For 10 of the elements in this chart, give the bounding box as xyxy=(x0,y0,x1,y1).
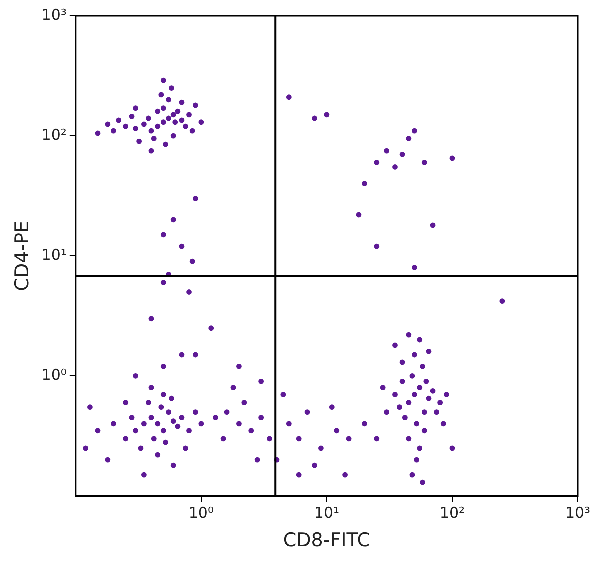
y-tick-label: 10⁰ xyxy=(42,366,67,384)
x-axis-title: CD8-FITC xyxy=(283,530,371,552)
y-tick-label: 10³ xyxy=(42,6,67,24)
x-tick-label: 10² xyxy=(440,504,466,522)
y-tick-label: 10¹ xyxy=(42,246,67,264)
y-tick-label: 10² xyxy=(42,126,67,144)
x-tick-label: 10³ xyxy=(565,504,591,522)
y-axis-title: CD4-PE xyxy=(11,220,34,292)
x-tick-label: 10⁰ xyxy=(188,504,214,522)
x-tick-label: 10¹ xyxy=(314,504,340,522)
